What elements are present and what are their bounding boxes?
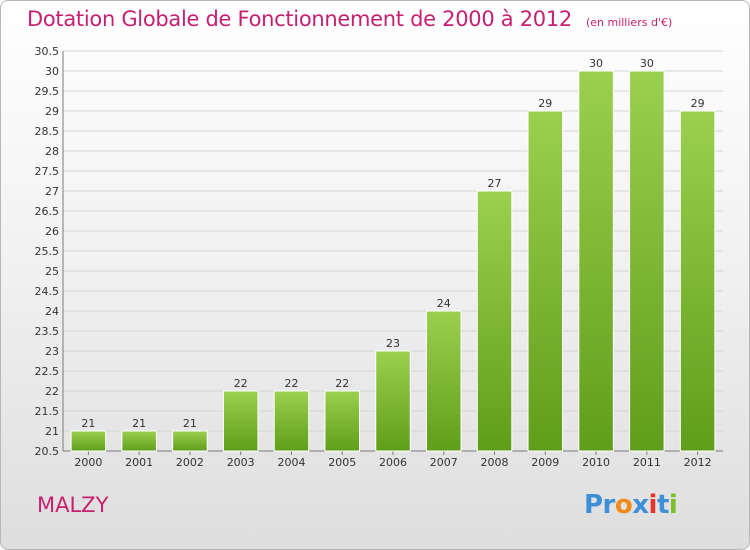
x-tick-label: 2012 <box>684 456 712 469</box>
commune-name: MALZY <box>37 493 109 517</box>
bar-value-label: 21 <box>183 417 197 430</box>
proxiti-logo: Proxiti <box>584 490 678 520</box>
x-tick-label: 2000 <box>74 456 102 469</box>
x-tick-label: 2001 <box>125 456 153 469</box>
x-tick-label: 2003 <box>227 456 255 469</box>
bar-value-label: 22 <box>234 377 248 390</box>
bar <box>426 310 462 452</box>
x-tick-label: 2009 <box>531 456 559 469</box>
bar-value-label: 29 <box>691 97 705 110</box>
y-tick-label: 24 <box>45 305 59 318</box>
bar <box>527 110 564 452</box>
y-tick-label: 28 <box>45 145 59 158</box>
y-tick-label: 27 <box>45 185 59 198</box>
bar <box>222 390 259 452</box>
bar <box>172 430 208 452</box>
y-tick-label: 24.5 <box>35 285 60 298</box>
chart-title: Dotation Globale de Fonctionnement de 20… <box>27 7 672 31</box>
bar-value-label: 24 <box>437 297 451 310</box>
bar-value-label: 27 <box>488 177 502 190</box>
bar-value-label: 30 <box>589 57 603 70</box>
y-tick-label: 21 <box>45 425 59 438</box>
bar-value-label: 22 <box>284 377 298 390</box>
x-tick-label: 2011 <box>633 456 661 469</box>
y-tick-label: 26.5 <box>35 205 60 218</box>
bar-value-label: 30 <box>640 57 654 70</box>
bar-value-label: 21 <box>81 417 95 430</box>
y-tick-label: 30.5 <box>35 45 60 58</box>
bar <box>476 190 513 452</box>
bar <box>629 70 665 452</box>
bar <box>273 390 310 452</box>
title-text: Dotation Globale de Fonctionnement de 20… <box>27 7 572 31</box>
y-tick-label: 23.5 <box>35 325 60 338</box>
chart-subtitle: (en milliers d'€) <box>585 16 673 29</box>
bar <box>324 390 360 452</box>
y-tick-label: 20.5 <box>35 445 60 458</box>
x-tick-label: 2006 <box>379 456 407 469</box>
y-tick-label: 27.5 <box>35 165 60 178</box>
bar-value-label: 23 <box>386 337 400 350</box>
y-tick-label: 28.5 <box>35 125 60 138</box>
y-tick-label: 22.5 <box>35 365 60 378</box>
y-tick-label: 23 <box>45 345 59 358</box>
x-tick-label: 2007 <box>430 456 458 469</box>
y-tick-label: 29.5 <box>35 85 60 98</box>
x-tick-label: 2002 <box>176 456 204 469</box>
labels: 20.5 21 21.5 22 22.5 23 23.5 24 24.5 25 25.5 26 26.5… <box>35 45 712 469</box>
bar-value-label: 22 <box>335 377 349 390</box>
bar <box>578 70 614 452</box>
y-tick-label: 21.5 <box>35 405 60 418</box>
bar-value-label: 29 <box>538 97 552 110</box>
bars <box>70 70 716 452</box>
y-tick-label: 26 <box>45 225 59 238</box>
y-tick-label: 30 <box>45 65 59 78</box>
bar <box>375 350 411 452</box>
x-tick-label: 2008 <box>481 456 509 469</box>
y-tick-label: 25 <box>45 265 59 278</box>
y-tick-label: 29 <box>45 105 59 118</box>
bar <box>70 430 107 452</box>
bar <box>121 430 157 452</box>
y-tick-label: 25.5 <box>35 245 60 258</box>
x-tick-label: 2005 <box>328 456 356 469</box>
y-tick-label: 22 <box>45 385 59 398</box>
x-tick-label: 2004 <box>277 456 305 469</box>
bar <box>679 110 716 452</box>
x-tick-label: 2010 <box>582 456 610 469</box>
bar-value-label: 21 <box>132 417 146 430</box>
